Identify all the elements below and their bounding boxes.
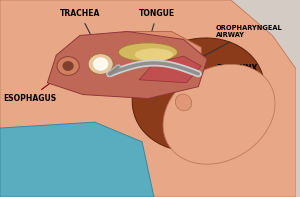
Ellipse shape — [132, 38, 265, 151]
Ellipse shape — [57, 57, 79, 75]
Ellipse shape — [62, 61, 74, 71]
Polygon shape — [0, 122, 154, 197]
Ellipse shape — [118, 43, 178, 61]
Text: TRACHEA: TRACHEA — [60, 9, 100, 51]
Polygon shape — [47, 32, 207, 98]
Ellipse shape — [93, 57, 108, 71]
Polygon shape — [89, 32, 201, 87]
Ellipse shape — [135, 48, 173, 61]
Ellipse shape — [176, 94, 192, 111]
Ellipse shape — [88, 54, 113, 74]
Text: OROPHARYNGEAL
AIRWAY: OROPHARYNGEAL AIRWAY — [181, 25, 283, 68]
Ellipse shape — [163, 64, 275, 164]
Text: ESOPHAGUS: ESOPHAGUS — [3, 74, 62, 103]
Text: PHARYNX: PHARYNX — [184, 64, 257, 76]
Polygon shape — [139, 56, 201, 83]
Text: TONGUE: TONGUE — [139, 9, 175, 40]
